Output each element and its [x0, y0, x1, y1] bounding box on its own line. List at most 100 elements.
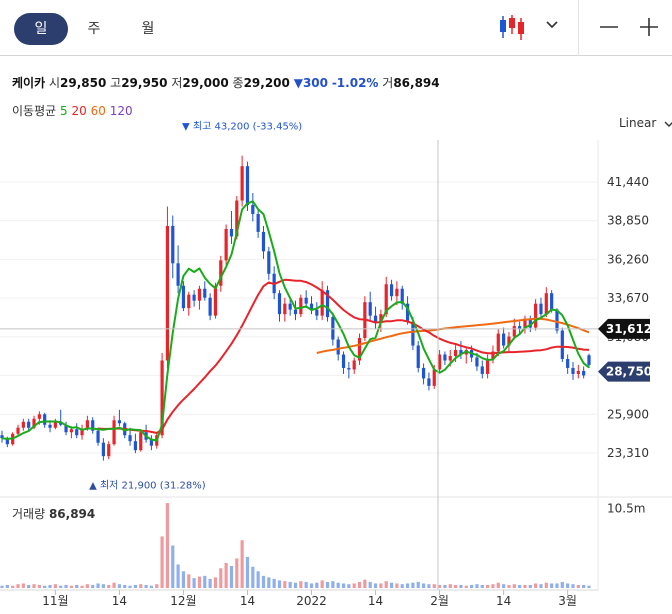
chart-type-dropdown[interactable] [542, 14, 562, 34]
volume-bar [427, 584, 431, 588]
volume-bar [539, 584, 543, 588]
candle-body [224, 228, 228, 261]
candle-body [496, 333, 500, 352]
zoom-in-button[interactable] [636, 14, 662, 40]
candle-body [133, 441, 138, 451]
volume-bar [272, 578, 276, 588]
volume-panel-value: 86,894 [48, 507, 96, 521]
close-value: 29,200 [243, 76, 290, 90]
volume-bar [512, 584, 516, 588]
ma20-legend[interactable]: 20 [71, 104, 87, 118]
volume-bar [208, 578, 212, 588]
volume-panel-title: 거래량 86,894 [12, 505, 95, 522]
candle-body [389, 284, 394, 297]
candle-body [544, 293, 548, 315]
candle-body [352, 360, 356, 370]
volume-bar [155, 584, 159, 588]
close-label: 종 [232, 76, 244, 90]
volume-label: 거 [382, 76, 394, 90]
candle-body [256, 213, 260, 232]
candle-body [566, 358, 570, 368]
ma5-legend[interactable]: 5 [60, 104, 68, 118]
stock-name: 케이카 [12, 76, 46, 90]
volume-bar [117, 584, 122, 588]
x-tick-label: 14 [112, 594, 127, 608]
candle-body [448, 355, 452, 361]
volume-bar [176, 564, 180, 588]
volume-bar [528, 584, 532, 588]
volume-bar [288, 581, 292, 588]
tab-day[interactable]: 일 [14, 13, 68, 45]
volume-bar [363, 579, 367, 588]
candle-body [288, 303, 292, 310]
volume-bar [315, 582, 319, 588]
change-value: 300 [302, 76, 328, 90]
volume-bar [347, 584, 351, 588]
candle-body [176, 263, 180, 286]
candle-body [91, 420, 95, 431]
candle-body [128, 435, 132, 442]
chart-type-button[interactable] [494, 12, 530, 42]
volume-bar [496, 582, 500, 588]
volume-bar [240, 540, 244, 588]
volume-bar [229, 566, 234, 588]
ma120-legend[interactable]: 120 [109, 104, 133, 118]
candle-body [405, 303, 410, 322]
low-label: 저 [171, 76, 183, 90]
candle-body [582, 370, 586, 376]
candle-body [267, 251, 271, 274]
y-tick-label: 23,310 [607, 446, 649, 460]
candle-body [21, 421, 25, 428]
minus-icon [600, 26, 618, 28]
ma60-legend[interactable]: 60 [90, 104, 106, 118]
candle-body [518, 326, 522, 330]
volume-bar [566, 583, 570, 588]
candle-body [229, 228, 234, 237]
volume-bar [464, 585, 468, 588]
candle-body [320, 290, 324, 316]
candle-body [453, 350, 458, 356]
volume-bar [75, 584, 79, 588]
tab-week[interactable]: 주 [87, 21, 101, 37]
volume-bar [11, 585, 15, 588]
moving-average-legend: 이동평균 5 20 60 120 [12, 102, 133, 119]
candle-body [139, 432, 143, 451]
volume-bar [453, 584, 458, 588]
volume-value: 86,894 [393, 76, 440, 90]
volume-bar [411, 582, 415, 588]
volume-bar [368, 581, 372, 588]
candle-body [480, 366, 484, 374]
volume-bar [576, 584, 580, 588]
y-tick-label: 33,670 [607, 291, 649, 305]
volume-bar [171, 545, 175, 588]
candle-body [203, 288, 207, 298]
volume-bar [277, 580, 282, 588]
candle-body [235, 200, 239, 237]
moving-average-label: 이동평균 [12, 104, 57, 118]
candle-body [5, 438, 9, 445]
candle-body [208, 297, 212, 316]
plus-icon [640, 18, 658, 36]
volume-bar [69, 585, 73, 588]
candle-body [459, 350, 463, 355]
volume-bar [32, 584, 36, 588]
volume-bar [139, 584, 143, 588]
volume-bar [267, 577, 271, 588]
volume-bar [443, 584, 447, 588]
candle-body [368, 302, 372, 316]
volume-bar [96, 583, 100, 588]
y-tick-label: 25,900 [607, 407, 649, 421]
volume-bar [261, 575, 266, 588]
volume-bar [43, 585, 47, 588]
volume-bar [283, 581, 287, 588]
volume-bar [518, 584, 522, 588]
candle-body [357, 338, 362, 361]
min-price-annotation: ▲ 최저 21,900 (31.28%) [89, 480, 206, 492]
volume-bar [53, 584, 57, 588]
candle-body [315, 309, 319, 316]
tab-month[interactable]: 월 [141, 21, 155, 37]
volume-bar [320, 580, 324, 588]
zoom-out-button[interactable] [596, 14, 622, 40]
volume-bar [491, 584, 495, 588]
